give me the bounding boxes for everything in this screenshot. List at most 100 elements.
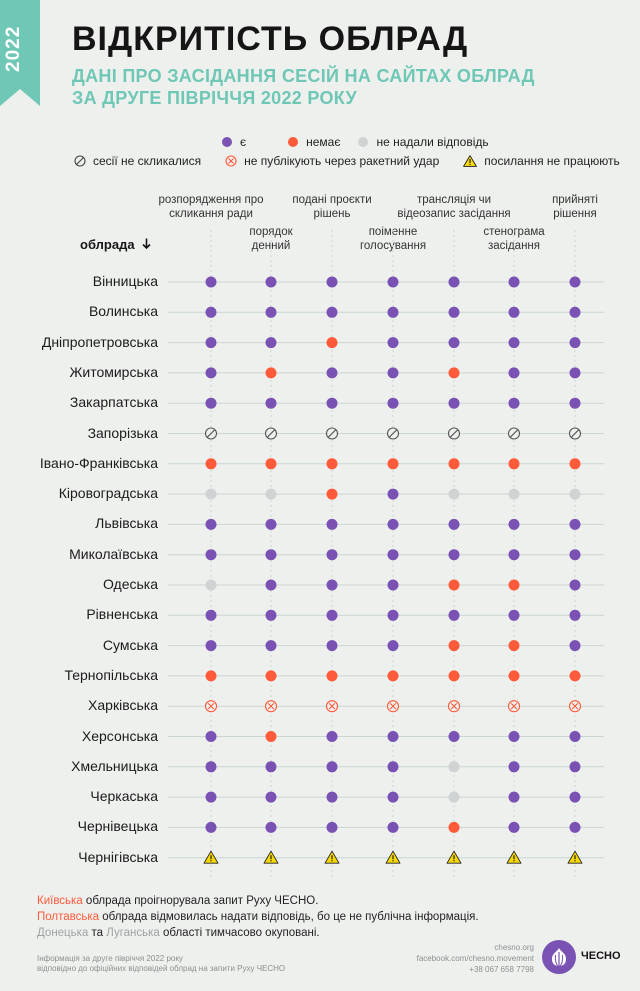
sort-by-region[interactable]: облрада — [80, 237, 151, 252]
warning-icon — [446, 850, 462, 864]
footer-donetsk: Донецька — [37, 927, 89, 939]
status-no-dot — [265, 367, 277, 379]
status-yes-dot — [265, 306, 277, 318]
status-yes-dot — [569, 549, 581, 561]
col-header-7-line-2: рішення — [553, 208, 597, 220]
footer-and: та — [88, 927, 107, 939]
status-no-answer-dot — [205, 579, 217, 591]
status-no-answer-dot — [265, 488, 277, 500]
status-no-dot — [387, 458, 399, 470]
contact-site[interactable]: chesno.org — [494, 943, 534, 952]
row-label: Рівненська — [86, 606, 158, 623]
status-yes-dot — [326, 306, 338, 318]
legend-rocket: не публікують через ракетний удар — [225, 154, 439, 168]
footer-poltava: Полтавська — [37, 911, 100, 923]
no-answer-dot-icon — [358, 137, 369, 147]
yes-dot-icon — [222, 137, 232, 147]
row-label: Одеська — [102, 576, 158, 592]
footer-notes: Київська облрада проігнорувала запит Рух… — [37, 893, 479, 941]
status-no-dot — [205, 670, 217, 682]
logo-text: ЧЕСНО — [581, 950, 621, 962]
col-header-1-line-1: розпорядження про — [158, 194, 264, 206]
status-yes-dot — [265, 397, 277, 409]
row-label: Миколаївська — [69, 545, 158, 562]
status-yes-dot — [326, 821, 338, 833]
subtitle-line-2: ЗА ДРУГЕ ПІВРІЧЧЯ 2022 РОКУ — [72, 88, 357, 108]
col-header-5-line-1: трансляція чи — [416, 194, 492, 206]
status-yes-dot — [326, 640, 338, 652]
status-yes-dot — [508, 518, 520, 530]
row-label: Волинська — [88, 303, 158, 320]
rocket-strike-icon — [568, 700, 582, 713]
row-label: Харківська — [88, 697, 158, 714]
status-yes-dot — [387, 306, 399, 318]
status-yes-dot — [448, 731, 460, 742]
status-yes-dot — [326, 367, 338, 379]
footer-line-3-text: області тимчасово окуповані. — [159, 927, 320, 939]
status-yes-dot — [508, 306, 520, 318]
status-no-dot — [265, 731, 277, 742]
col-header-3-line-2: рішень — [313, 208, 351, 220]
legend-no-answer-label: не надали відповідь — [376, 135, 489, 149]
row-label: Тернопільська — [64, 666, 158, 683]
not-convened-icon — [264, 427, 278, 440]
arrow-down-icon — [142, 237, 151, 252]
status-no-dot — [265, 670, 277, 682]
status-yes-dot — [205, 761, 217, 773]
footer-luhansk: Луганська — [106, 927, 160, 939]
row-label: Чернігівська — [78, 848, 158, 865]
row-label: Івано-Франківська — [39, 454, 158, 471]
contacts: chesno.org facebook.com/chesno.movement … — [417, 942, 534, 975]
status-yes-dot — [326, 731, 338, 742]
not-convened-icon — [204, 427, 218, 440]
status-yes-dot — [569, 367, 581, 379]
status-yes-dot — [326, 761, 338, 773]
status-yes-dot — [508, 609, 520, 621]
status-yes-dot — [326, 397, 338, 409]
status-yes-dot — [205, 609, 217, 621]
contact-facebook[interactable]: facebook.com/chesno.movement — [416, 954, 534, 963]
status-yes-dot — [205, 791, 217, 803]
col-header-1: розпорядження про скликання ради — [159, 193, 264, 221]
status-yes-dot — [387, 549, 399, 561]
warning-icon — [463, 155, 478, 167]
row-label: Херсонська — [81, 727, 158, 744]
status-yes-dot — [265, 276, 277, 288]
status-yes-dot — [205, 306, 217, 318]
row-label: Хмельницька — [71, 757, 158, 774]
status-yes-dot — [265, 821, 277, 833]
col-header-5: трансляція чи відеозапис засідання — [397, 193, 510, 221]
status-yes-dot — [569, 337, 581, 349]
status-yes-dot — [387, 397, 399, 409]
status-yes-dot — [569, 306, 581, 318]
status-yes-dot — [265, 640, 277, 652]
status-yes-dot — [326, 518, 338, 530]
legend-broken-links: посилання не працюють — [463, 154, 620, 168]
status-no-dot — [569, 670, 581, 682]
status-yes-dot — [326, 609, 338, 621]
status-yes-dot — [448, 306, 460, 318]
status-yes-dot — [205, 397, 217, 409]
status-yes-dot — [265, 337, 277, 349]
status-yes-dot — [387, 518, 399, 530]
status-no-dot — [326, 670, 338, 682]
status-yes-dot — [205, 821, 217, 833]
warning-icon — [506, 850, 522, 864]
not-convened-icon — [568, 427, 582, 440]
status-no-answer-dot — [448, 761, 460, 773]
row-label: Львівська — [95, 515, 158, 532]
status-yes-dot — [448, 549, 460, 561]
status-yes-dot — [387, 367, 399, 379]
status-yes-dot — [265, 791, 277, 803]
rocket-strike-icon — [507, 700, 521, 713]
col-header-7: прийняті рішення — [552, 193, 598, 221]
status-yes-dot — [569, 276, 581, 288]
status-no-dot — [448, 670, 460, 682]
not-convened-icon — [386, 427, 400, 440]
status-no-dot — [508, 670, 520, 682]
status-no-dot — [569, 458, 581, 470]
status-yes-dot — [326, 791, 338, 803]
status-no-dot — [448, 458, 460, 470]
status-no-dot — [326, 458, 338, 470]
status-yes-dot — [569, 518, 581, 530]
